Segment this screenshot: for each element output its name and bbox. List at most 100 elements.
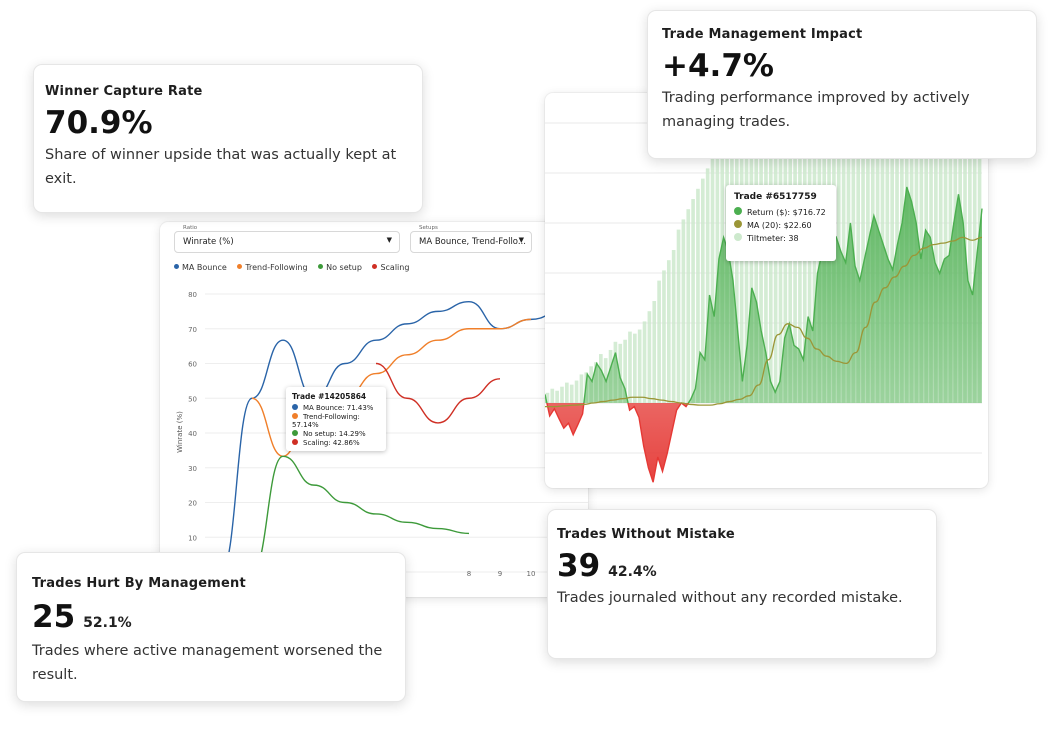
trade-management-impact-card: Trade Management Impact +4.7% Trading pe… [647, 10, 1037, 159]
y-tick-label: 20 [188, 500, 197, 508]
tiltmeter-bar [642, 321, 647, 403]
tiltmeter-bar [618, 343, 623, 403]
tooltip-swatch-icon [734, 233, 742, 241]
series-line-ma-bounce [220, 300, 588, 573]
legend-dot-icon [318, 264, 324, 269]
tiltmeter-bar [686, 209, 691, 403]
tiltmeter-bar [628, 331, 632, 403]
ratio-select-value: Winrate (%) [183, 237, 234, 247]
card-value: +4.7% [662, 48, 774, 84]
card-percentage: 42.4% [608, 564, 657, 580]
y-tick-label: 10 [188, 534, 197, 542]
series-line-scaling [375, 362, 501, 424]
ratio-select[interactable]: Ratio Winrate (%) ▼ [174, 225, 400, 253]
card-title: Trade Management Impact [662, 27, 863, 42]
tooltip-swatch-icon [734, 207, 742, 215]
tiltmeter-bar [647, 311, 652, 403]
tiltmeter-bar [968, 97, 972, 403]
chart-legend: MA Bounce Trend-Following No setup Scali… [174, 263, 417, 272]
tiltmeter-bar [676, 229, 681, 403]
card-title: Winner Capture Rate [45, 84, 203, 99]
tiltmeter-bar [623, 339, 627, 403]
tiltmeter-bar [657, 280, 661, 403]
return-area-positive [545, 187, 982, 403]
legend-dot-icon [237, 264, 243, 269]
card-description: Trades journaled without any recorded mi… [557, 590, 903, 606]
card-title: Trades Hurt By Management [32, 576, 246, 591]
tooltip-row-text: Return ($): $716.72 [747, 208, 826, 217]
card-percentage: 52.1% [83, 615, 132, 631]
tooltip-row: MA Bounce: 71.43% [292, 404, 380, 412]
y-tick-label: 40 [188, 430, 197, 438]
chevron-down-icon: ▼ [386, 236, 392, 244]
tooltip-swatch-icon [292, 430, 298, 436]
tooltip-row-text: MA (20): $22.60 [747, 221, 812, 230]
tooltip-row-text: Scaling: 42.86% [303, 439, 360, 447]
tooltip-swatch-icon [292, 439, 298, 445]
x-tick-label: 8 [467, 570, 471, 578]
return-area-negative [545, 403, 982, 483]
tiltmeter-bar [560, 386, 564, 403]
winner-capture-rate-card: Winner Capture Rate 70.9% Share of winne… [33, 64, 423, 213]
tooltip-row: Trend-Following: 57.14% [292, 413, 380, 429]
card-value: 39 [557, 548, 601, 584]
tiltmeter-bar [545, 392, 550, 403]
tiltmeter-bar [919, 97, 924, 403]
card-description: Trading performance improved by actively… [662, 90, 970, 130]
winrate-chart-panel: Ratio Winrate (%) ▼ Setups MA Bounce, Tr… [160, 222, 588, 597]
legend-item-ma-bounce[interactable]: MA Bounce [174, 263, 227, 272]
y-tick-label: 50 [188, 395, 197, 403]
tiltmeter-bar [637, 329, 642, 403]
card-description: Trades where active management worsened … [32, 643, 383, 683]
chart-tooltip: Trade #14205864 MA Bounce: 71.43% Trend-F… [286, 387, 386, 451]
tiltmeter-bar [574, 380, 579, 403]
tiltmeter-bar [972, 97, 977, 403]
tiltmeter-bar [662, 270, 666, 403]
tiltmeter-bar [841, 97, 846, 403]
tooltip-swatch-icon [734, 220, 742, 228]
tiltmeter-bar [934, 97, 938, 403]
ma-line [545, 236, 983, 408]
tiltmeter-bar [691, 199, 695, 403]
tiltmeter-bar [700, 178, 705, 403]
tooltip-row-text: MA Bounce: 71.43% [303, 404, 374, 412]
legend-dot-icon [372, 264, 378, 269]
legend-item-trend-following[interactable]: Trend-Following [237, 263, 308, 272]
setups-select-label: Setups [417, 225, 440, 231]
y-axis-label: Winrate (%) [176, 411, 184, 453]
trades-without-mistake-card: Trades Without Mistake 39 42.4% Trades jo… [547, 509, 937, 659]
tooltip-row-text: Tiltmeter: 38 [747, 234, 799, 243]
tiltmeter-bar [550, 388, 555, 403]
tiltmeter-bar [710, 158, 715, 403]
tiltmeter-bar [671, 250, 676, 403]
legend-item-scaling[interactable]: Scaling [372, 263, 409, 272]
tiltmeter-bar [652, 301, 657, 403]
tiltmeter-bar [856, 97, 861, 403]
tiltmeter-bar [681, 219, 686, 403]
card-title: Trades Without Mistake [557, 527, 735, 542]
card-value: 70.9% [45, 105, 153, 141]
trades-hurt-by-management-card: Trades Hurt By Management 25 52.1% Trades… [16, 552, 406, 702]
setups-select[interactable]: Setups MA Bounce, Trend-Follo... ▼ [410, 225, 532, 253]
chart-tooltip-right: Trade #6517759 Return ($): $716.72 MA (20… [726, 185, 836, 261]
y-tick-label: 30 [188, 465, 197, 473]
legend-item-no-setup[interactable]: No setup [318, 263, 362, 272]
y-tick-label: 60 [188, 361, 197, 369]
tiltmeter-bar [943, 97, 948, 403]
tiltmeter-bar [885, 97, 890, 403]
tooltip-row: Tiltmeter: 38 [734, 233, 828, 243]
tiltmeter-bar [579, 374, 584, 403]
tooltip-row-text: Trend-Following: 57.14% [292, 413, 360, 429]
setups-select-value: MA Bounce, Trend-Follo... [419, 237, 526, 247]
chevron-down-icon: ▼ [518, 236, 524, 244]
y-tick-label: 80 [188, 291, 197, 299]
tiltmeter-bar [705, 168, 710, 403]
tooltip-swatch-icon [292, 404, 298, 410]
tooltip-title: Trade #14205864 [292, 392, 367, 401]
legend-dot-icon [174, 264, 179, 269]
tiltmeter-bar [861, 97, 865, 403]
tiltmeter-bar [938, 97, 943, 403]
tiltmeter-bar [555, 390, 559, 403]
tooltip-row: No setup: 14.29% [292, 430, 380, 438]
performance-chart-panel: Trade #6517759 Return ($): $716.72 MA (20… [545, 93, 988, 488]
